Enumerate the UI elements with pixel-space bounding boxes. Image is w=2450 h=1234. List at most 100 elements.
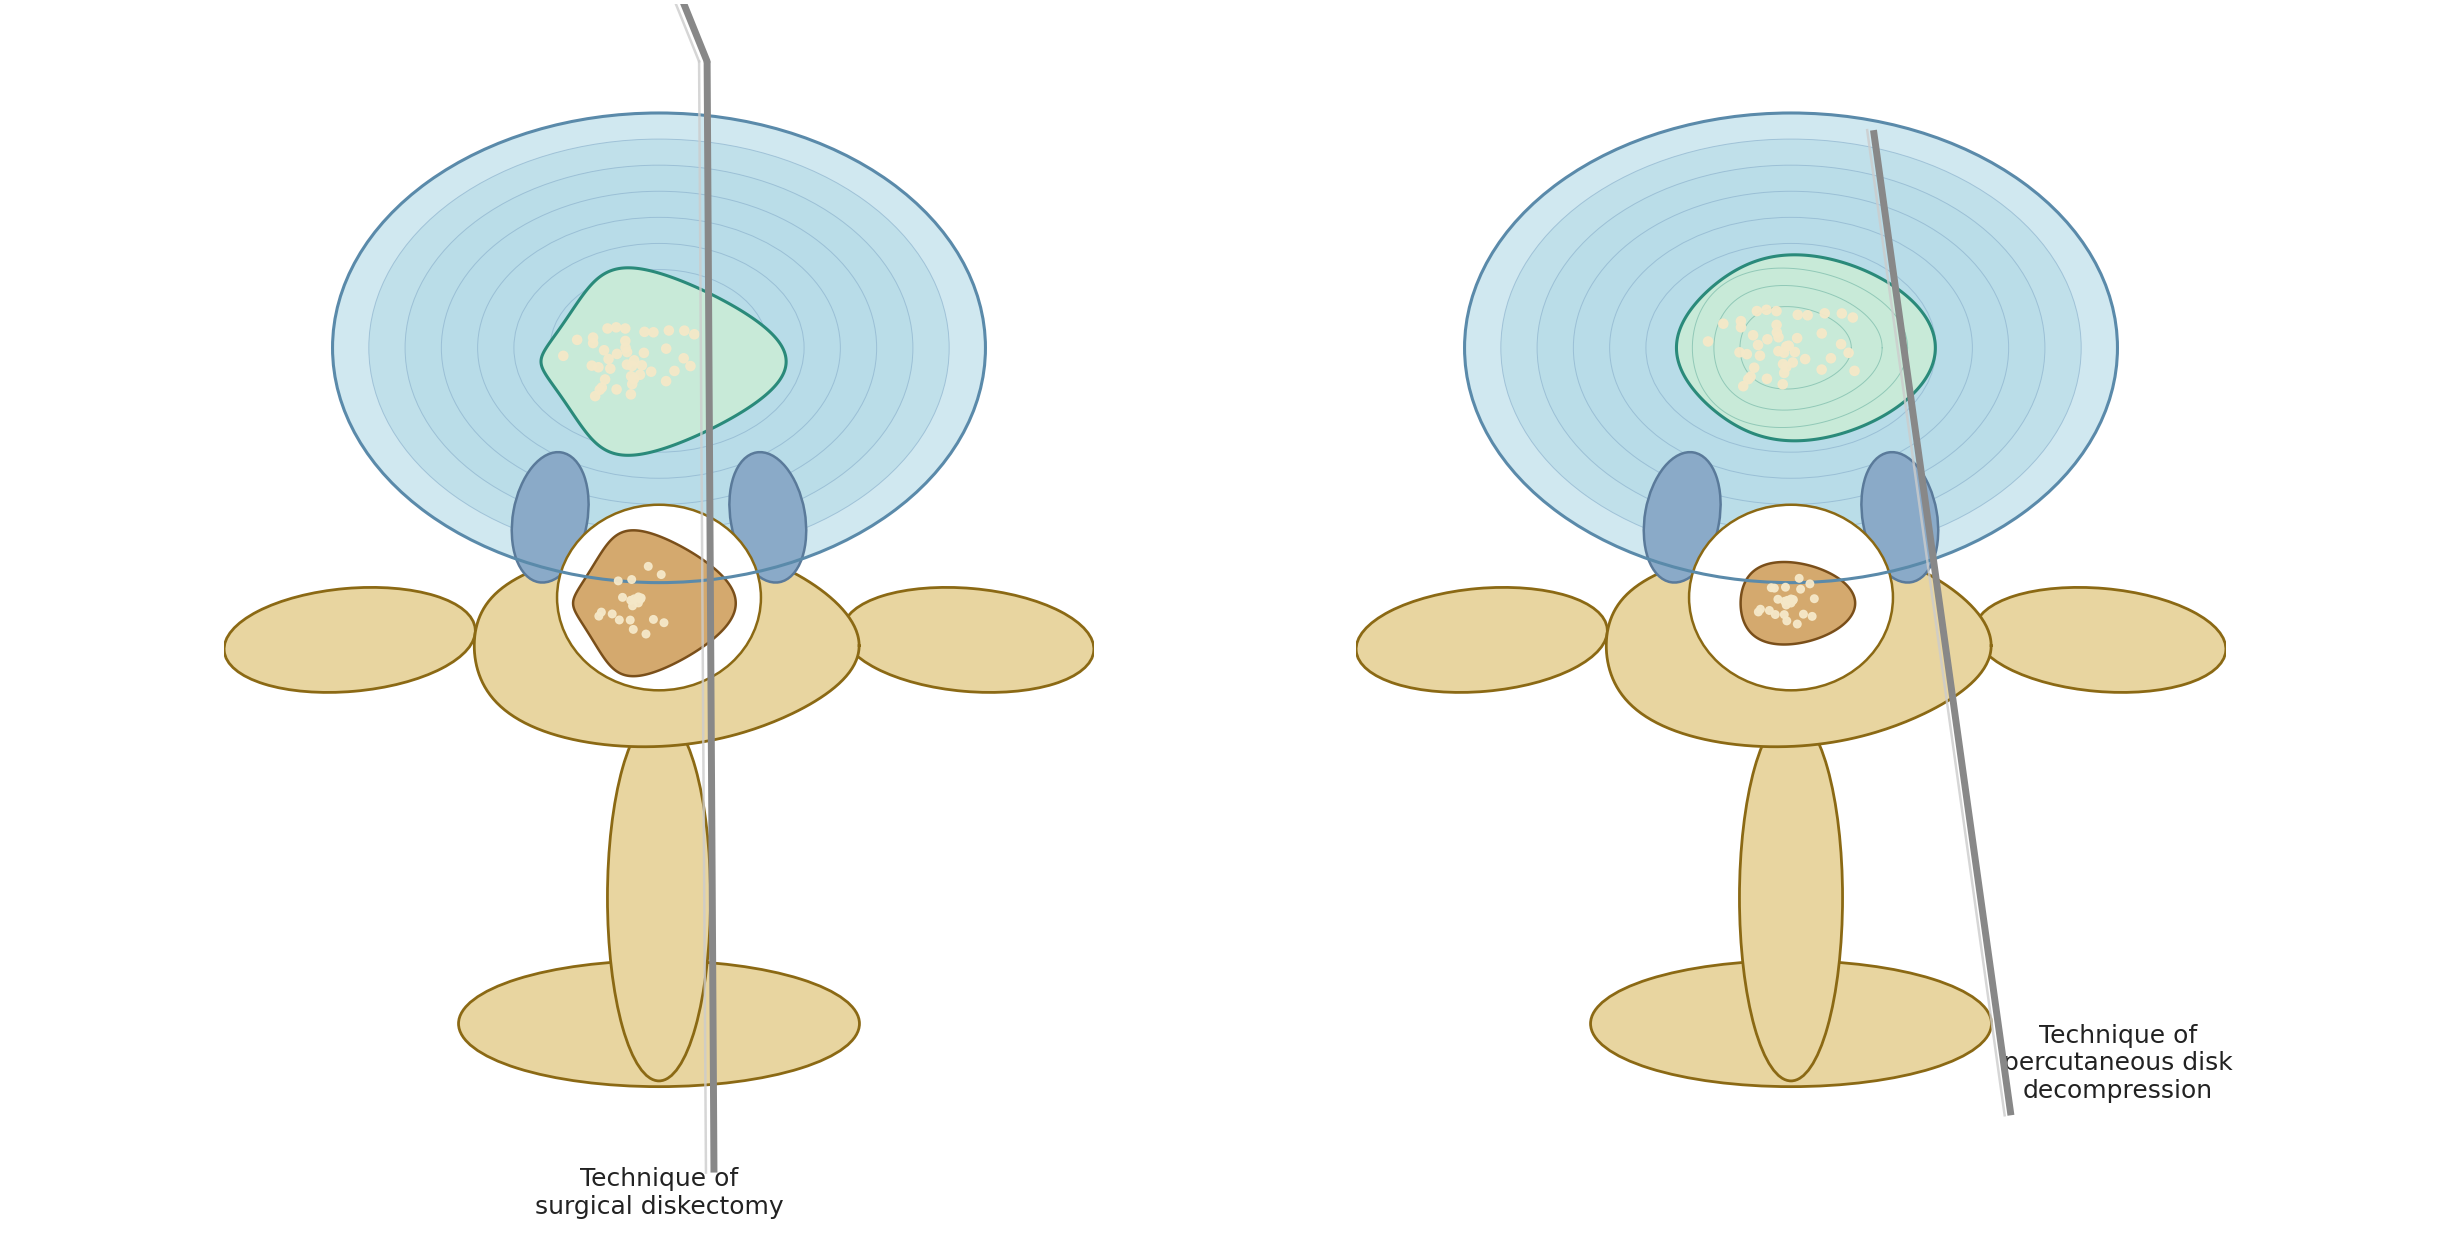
Ellipse shape [458,960,860,1087]
Circle shape [1766,607,1774,615]
Circle shape [612,323,620,332]
Circle shape [627,362,637,370]
Circle shape [635,370,644,379]
Circle shape [1850,366,1860,375]
Circle shape [1749,363,1759,373]
Circle shape [612,385,622,394]
Circle shape [1752,306,1762,316]
Ellipse shape [1590,960,1992,1087]
Circle shape [615,578,622,585]
Circle shape [1742,349,1752,359]
Ellipse shape [622,322,696,374]
Ellipse shape [1610,217,1972,479]
Circle shape [593,363,603,371]
Circle shape [620,343,630,353]
Circle shape [662,376,671,386]
Polygon shape [573,531,735,676]
Circle shape [637,360,647,370]
Circle shape [595,612,603,619]
Ellipse shape [441,191,877,505]
Ellipse shape [843,587,1093,692]
Circle shape [669,366,679,375]
Circle shape [1818,365,1825,374]
Ellipse shape [1646,243,1936,452]
Circle shape [1806,580,1813,587]
Circle shape [588,333,598,342]
Circle shape [1781,611,1788,618]
Circle shape [588,362,595,370]
Ellipse shape [1465,114,2117,582]
Circle shape [1793,621,1801,628]
Ellipse shape [1536,165,2046,531]
Circle shape [622,348,632,357]
Circle shape [630,355,639,365]
Circle shape [1784,341,1793,350]
Circle shape [1771,321,1781,329]
Circle shape [1801,611,1808,618]
Circle shape [598,608,605,616]
Circle shape [620,337,630,346]
Circle shape [1735,348,1744,357]
Ellipse shape [223,587,475,692]
Circle shape [1754,352,1764,360]
Circle shape [1771,306,1781,316]
Circle shape [1703,337,1713,346]
Ellipse shape [551,269,767,426]
Circle shape [559,352,568,360]
Circle shape [627,616,635,624]
Circle shape [595,385,605,395]
Circle shape [1838,308,1847,318]
Circle shape [1811,595,1818,602]
Circle shape [1771,611,1779,618]
Circle shape [649,616,657,623]
Circle shape [627,576,635,584]
Circle shape [1779,359,1788,369]
Circle shape [1737,323,1744,332]
Circle shape [1796,575,1803,582]
Circle shape [1762,374,1771,384]
Circle shape [1771,328,1781,337]
Ellipse shape [512,452,588,582]
Circle shape [1845,348,1852,358]
Ellipse shape [608,714,710,1081]
Polygon shape [541,268,786,455]
Circle shape [1791,348,1798,357]
Circle shape [664,326,674,336]
Circle shape [647,368,657,376]
Circle shape [605,354,612,364]
Polygon shape [1676,254,1936,441]
Circle shape [1774,596,1781,603]
Circle shape [662,344,671,353]
Circle shape [588,338,598,348]
Circle shape [639,327,649,337]
Circle shape [1847,313,1857,322]
Circle shape [1757,606,1764,613]
Circle shape [1784,601,1791,608]
Ellipse shape [1644,452,1720,582]
Circle shape [1781,342,1791,350]
Ellipse shape [586,296,733,400]
Circle shape [1786,600,1796,607]
Ellipse shape [370,139,948,557]
Circle shape [627,371,635,381]
Circle shape [635,600,642,607]
Circle shape [1820,308,1830,318]
Circle shape [620,594,627,601]
Circle shape [1781,363,1791,371]
Ellipse shape [1683,269,1899,426]
Circle shape [635,594,642,601]
Ellipse shape [1754,322,1828,374]
Circle shape [1818,329,1825,338]
Circle shape [691,329,698,339]
Circle shape [1801,354,1811,364]
Circle shape [1754,608,1762,616]
Circle shape [573,336,581,344]
Circle shape [598,383,608,392]
Ellipse shape [333,114,985,582]
Circle shape [639,348,649,358]
Circle shape [1764,334,1771,344]
Circle shape [615,616,622,623]
Ellipse shape [478,217,840,479]
Circle shape [1793,310,1803,320]
Ellipse shape [1717,296,1864,400]
